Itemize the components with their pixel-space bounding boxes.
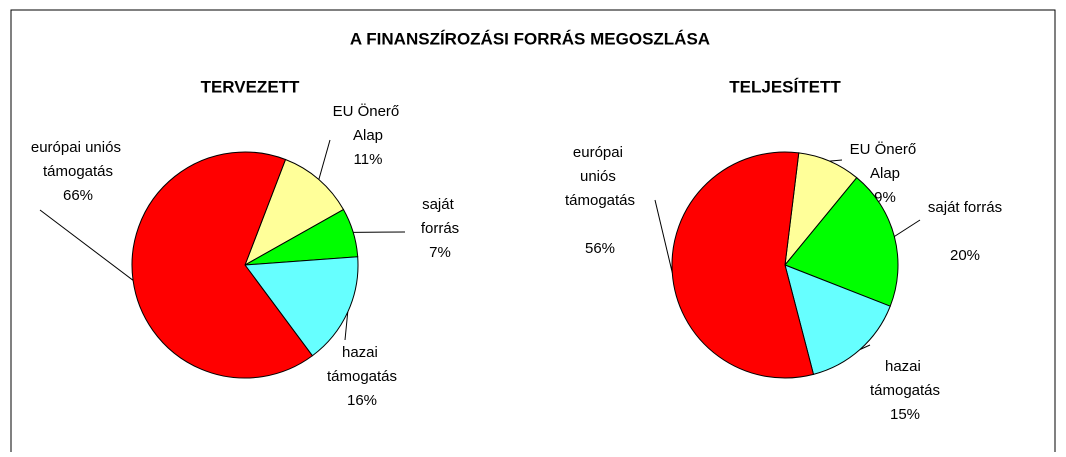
value-label: 66%	[63, 187, 93, 204]
label-line: forrás	[421, 220, 459, 237]
label-line: uniós	[580, 168, 620, 185]
label-line: támogatás	[870, 382, 940, 399]
label-line: támogatás	[327, 368, 397, 385]
value-label: 15%	[890, 406, 920, 423]
slice-label: saját forrás	[928, 199, 1002, 216]
value-label: 16%	[347, 392, 377, 409]
label-line: Alap	[870, 165, 900, 182]
label-line: saját forrás	[928, 199, 1002, 216]
value-label: 7%	[429, 244, 451, 261]
label-line: Alap	[353, 127, 383, 144]
label-line: támogatás	[565, 192, 635, 209]
label-line: saját	[422, 196, 458, 213]
label-line: európai	[573, 144, 627, 161]
value-label: 20%	[950, 247, 980, 264]
pie-title: TELJESÍTETT	[729, 77, 841, 96]
label-line: hazai	[885, 358, 925, 375]
value-label: 11%	[354, 151, 383, 168]
value-label: 56%	[585, 240, 615, 257]
label-line: támogatás	[43, 163, 113, 180]
label-line: európai uniós	[31, 139, 125, 156]
pie-title: TERVEZETT	[201, 77, 300, 96]
label-line: EU Önerő	[333, 102, 404, 120]
chart-title: A FINANSZÍROZÁSI FORRÁS MEGOSZLÁSA	[350, 29, 710, 48]
label-line: hazai	[342, 344, 382, 361]
label-line: EU Önerő	[850, 140, 921, 158]
